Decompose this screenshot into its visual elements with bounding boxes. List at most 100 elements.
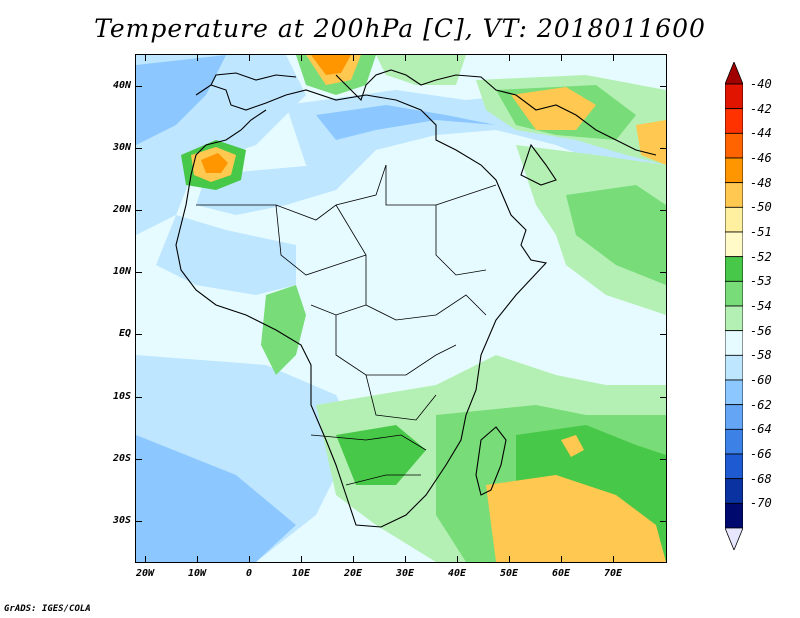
lon-label-20w: 20W: [135, 568, 155, 579]
lon-tick: [301, 556, 302, 562]
lon-label-40e: 40E: [447, 568, 467, 579]
lat-tick: [136, 521, 142, 522]
lat-tick: [136, 86, 142, 87]
lat-label-10n: 10N: [112, 266, 131, 277]
lon-tick: [613, 55, 614, 61]
lat-tick: [136, 397, 142, 398]
colorbar-tick-label: -60: [750, 373, 772, 387]
colorbar-swatch: [725, 404, 743, 430]
lon-label-60e: 60E: [551, 568, 571, 579]
lat-tick: [660, 521, 666, 522]
lat-label-10s: 10S: [112, 391, 131, 402]
colorbar-swatch: [725, 132, 743, 159]
colorbar-tick-label: -56: [750, 323, 772, 338]
lat-tick: [660, 397, 666, 398]
colorbar-tick-label: -51: [750, 225, 772, 239]
colorbar-tick-label: -70: [750, 496, 772, 511]
lat-tick: [660, 459, 666, 460]
colorbar-swatch: [725, 478, 743, 504]
map-title: Temperature at 200hPa [C], VT: 201801160…: [94, 14, 706, 43]
colorbar-tick-label: -66: [750, 447, 772, 461]
lon-tick: [457, 55, 458, 61]
coastlines: [175, 69, 657, 528]
lon-tick: [405, 55, 406, 61]
lon-tick: [509, 556, 510, 562]
colorbar-swatch: [725, 354, 743, 381]
lon-label-10e: 10E: [291, 568, 311, 579]
map-plot: [135, 54, 667, 563]
colorbar-swatch: [725, 256, 743, 282]
lon-tick: [561, 55, 562, 61]
colorbar-swatch: [725, 157, 743, 184]
lon-tick: [249, 55, 250, 61]
lon-label-20e: 20E: [343, 568, 363, 579]
lat-label-30n: 30N: [112, 142, 131, 153]
field-warm-spot: [561, 435, 584, 457]
field-cold-sahara: [196, 150, 376, 215]
lat-label-20n: 20N: [112, 204, 131, 215]
lon-tick: [197, 55, 198, 61]
colorbar: [725, 62, 743, 550]
colorbar-swatch: [725, 206, 743, 233]
colorbar-tick-label: -52: [750, 249, 772, 264]
colorbar-tick-label: -46: [750, 151, 772, 165]
colorbar-tick-label: -53: [750, 274, 772, 289]
field-indian-ocean-yellow: [486, 475, 666, 562]
lat-label-30s: 30S: [112, 515, 131, 526]
field-colder-south-atlantic: [136, 435, 296, 562]
lon-label-10w: 10W: [187, 568, 207, 579]
colorbar-swatch: [725, 330, 743, 356]
colorbar-tick-label: -68: [750, 471, 772, 486]
lat-tick: [660, 272, 666, 273]
lon-tick: [561, 556, 562, 562]
colorbar-bottom-arrow: [725, 527, 743, 550]
lat-label-20s: 20S: [112, 453, 131, 464]
lat-tick: [136, 210, 142, 211]
field-europe-orange: [311, 55, 351, 75]
colorbar-tick-label: -58: [750, 348, 772, 363]
lon-tick: [353, 556, 354, 562]
lon-tick: [509, 55, 510, 61]
colorbar-swatch: [725, 502, 743, 529]
lat-label-40n: 40N: [112, 80, 131, 91]
lat-tick: [660, 148, 666, 149]
field-morocco-orange: [201, 153, 228, 173]
country-borders: [196, 164, 497, 486]
colorbar-tick-label: -44: [750, 126, 772, 141]
field-cold-west-africa: [156, 215, 296, 295]
lon-tick: [249, 556, 250, 562]
colorbar-tick-label: -54: [750, 299, 772, 313]
colorbar-swatch: [725, 83, 743, 110]
lon-label-30e: 30E: [395, 568, 415, 579]
lat-tick: [136, 334, 142, 335]
lon-label-70e: 70E: [603, 568, 623, 579]
grads-credit: GrADS: IGES/COLA: [4, 604, 91, 614]
colorbar-swatch: [725, 379, 743, 406]
colorbar-swatch: [725, 108, 743, 134]
colorbar-tick-label: -40: [750, 77, 772, 91]
field-india-yellow: [636, 120, 666, 165]
lon-tick: [197, 556, 198, 562]
lat-tick: [136, 459, 142, 460]
field-southern-africa-green: [336, 425, 426, 485]
lat-tick: [660, 334, 666, 335]
colorbar-tick-label: -50: [750, 200, 772, 215]
colorbar-tick-label: -62: [750, 397, 772, 412]
lon-tick: [457, 556, 458, 562]
field-balkans-green: [376, 55, 466, 85]
field-colder-atlantic: [136, 55, 226, 145]
colorbar-tick-label: -64: [750, 422, 772, 437]
lat-tick: [660, 86, 666, 87]
lon-tick: [613, 556, 614, 562]
colorbar-tick-label: -48: [750, 175, 772, 190]
lon-tick: [405, 556, 406, 562]
lat-label-eq: EQ: [118, 328, 131, 339]
colorbar-swatch: [725, 231, 743, 258]
colorbar-swatch: [725, 305, 743, 332]
colorbar-tick-label: -42: [750, 101, 772, 116]
lon-tick: [145, 556, 146, 562]
field-arabian-green: [566, 185, 666, 285]
lat-tick: [660, 210, 666, 211]
field-colder-mediterranean: [316, 105, 496, 140]
colorbar-swatch: [725, 280, 743, 307]
